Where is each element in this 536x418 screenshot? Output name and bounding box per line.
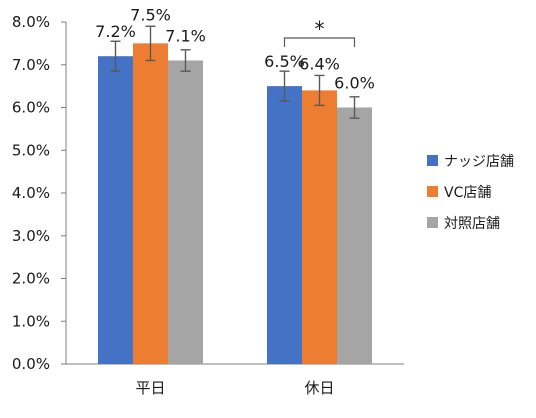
- y-tick-label: 5.0%: [12, 141, 50, 159]
- y-tick-label: 1.0%: [12, 312, 50, 330]
- bar: [267, 86, 302, 364]
- y-tick-label: 3.0%: [12, 227, 50, 245]
- y-tick-label: 8.0%: [12, 13, 50, 31]
- data-label: 6.5%: [264, 52, 305, 71]
- y-tick-label: 0.0%: [12, 355, 50, 373]
- bar: [302, 90, 337, 365]
- bars: [98, 43, 372, 365]
- bar: [133, 43, 168, 364]
- legend-swatch: [427, 186, 438, 197]
- data-label: 7.2%: [95, 22, 136, 41]
- legend-label: 対照店舗: [444, 216, 500, 232]
- y-tick-label: 4.0%: [12, 184, 50, 202]
- bar: [168, 60, 203, 364]
- data-label: 6.4%: [299, 54, 340, 73]
- y-tick-label: 7.0%: [12, 56, 50, 74]
- legend-swatch: [427, 155, 438, 166]
- significance-bracket: [283, 37, 356, 47]
- data-label: 6.0%: [334, 74, 375, 93]
- bar: [98, 56, 133, 364]
- significance-annotation: *: [283, 17, 356, 47]
- y-tick-labels: 0.0% 1.0% 2.0% 3.0% 4.0% 5.0% 6.0% 7.0% 8.0%: [12, 13, 50, 373]
- category-labels: 平日 休日: [135, 379, 334, 397]
- data-labels: 7.2%7.5% 7.1% 6.5%6.4%6.0%: [95, 5, 375, 92]
- category-label: 平日: [135, 379, 165, 397]
- y-tick-label: 6.0%: [12, 99, 50, 117]
- significance-star: *: [315, 17, 325, 41]
- legend-swatch: [427, 217, 438, 228]
- y-tick-label: 2.0%: [12, 270, 50, 288]
- bar: [337, 107, 372, 364]
- category-label: 休日: [304, 379, 334, 397]
- legend-label: VC店舗: [444, 185, 491, 201]
- legend-label: ナッジ店舗: [444, 154, 514, 170]
- error-bars: [110, 25, 360, 119]
- data-label: 7.1%: [165, 26, 206, 45]
- data-label: 7.5%: [130, 5, 171, 24]
